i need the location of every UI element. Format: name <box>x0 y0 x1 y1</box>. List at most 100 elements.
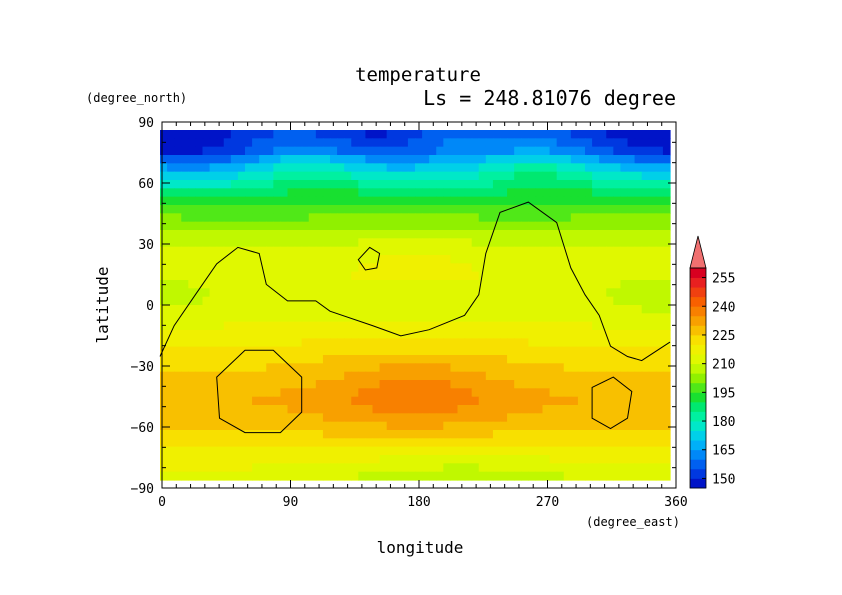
heat-cell <box>478 296 487 306</box>
heat-cell <box>464 380 473 389</box>
heat-cell <box>457 430 466 439</box>
heat-cell <box>245 371 253 381</box>
heat-cell <box>535 130 544 139</box>
heat-cell <box>351 263 359 273</box>
heat-cell <box>322 388 331 398</box>
heat-cell <box>457 238 466 248</box>
heat-cell <box>230 163 239 173</box>
topography-closed-north <box>357 246 381 271</box>
heat-cell <box>507 171 515 181</box>
heat-cell <box>294 463 303 473</box>
heat-cell <box>202 413 211 423</box>
heat-cell <box>174 455 182 464</box>
heat-cell <box>181 471 189 481</box>
heat-cell <box>599 155 607 164</box>
heat-cell <box>620 305 629 314</box>
heat-cell <box>415 380 423 389</box>
heat-cell <box>606 413 614 423</box>
heat-cell <box>266 405 274 414</box>
heat-cell <box>478 246 487 256</box>
heat-cell <box>344 388 352 398</box>
heat-cell <box>485 221 494 231</box>
heat-cell <box>167 130 175 139</box>
heat-cell <box>443 363 452 373</box>
heat-cell <box>655 255 664 264</box>
heat-cell <box>301 238 310 248</box>
heat-cell <box>393 255 402 264</box>
heat-cell <box>500 246 508 256</box>
heat-cell <box>620 463 629 473</box>
heat-cell <box>556 213 565 223</box>
heat-cell <box>202 313 211 323</box>
heat-cell <box>528 213 537 223</box>
heat-cell <box>407 455 416 464</box>
heat-cell <box>266 296 274 306</box>
heat-cell <box>174 355 182 364</box>
heat-cell <box>592 430 600 439</box>
heat-cell <box>641 188 650 198</box>
colorbar-label: 210 <box>712 358 735 373</box>
heat-cell <box>400 296 409 306</box>
heat-cell <box>500 321 508 331</box>
heat-cell <box>273 455 282 464</box>
heat-cell <box>471 163 480 173</box>
heat-cell <box>492 296 501 306</box>
heat-cell <box>570 313 579 323</box>
heat-cell <box>570 196 579 206</box>
heat-cell <box>521 280 529 289</box>
heat-cell <box>521 171 529 181</box>
y-tick-label: 30 <box>138 238 154 253</box>
heat-cell <box>195 196 204 206</box>
heat-cell <box>641 163 650 173</box>
heat-cell <box>237 238 246 248</box>
heat-cell <box>648 196 657 206</box>
heat-cell <box>542 246 551 256</box>
heat-cell <box>577 280 586 289</box>
heat-cell <box>471 355 480 364</box>
heat-cell <box>237 330 246 339</box>
heat-cell <box>485 438 494 448</box>
heat-cell <box>655 396 664 406</box>
heat-cell <box>662 313 671 323</box>
heat-cell <box>174 146 182 156</box>
heat-cell <box>613 463 622 473</box>
heat-cell <box>514 163 522 173</box>
heat-cell <box>245 163 253 173</box>
heat-cell <box>422 280 430 289</box>
heat-cell <box>415 221 423 231</box>
heat-cell <box>195 255 204 264</box>
heat-cell <box>188 413 197 423</box>
heat-cell <box>386 430 395 439</box>
heat-cell <box>443 438 452 448</box>
heat-cell <box>315 438 324 448</box>
heat-cell <box>422 230 430 239</box>
heat-cell <box>365 205 374 214</box>
heat-cell <box>443 296 452 306</box>
heat-cell <box>500 280 508 289</box>
heat-cell <box>563 430 572 439</box>
heat-cell <box>379 213 388 223</box>
heat-cell <box>230 221 239 231</box>
heat-cell <box>266 163 274 173</box>
heat-cell <box>407 246 416 256</box>
heat-cell <box>570 346 579 356</box>
heat-cell <box>485 188 494 198</box>
heat-cell <box>195 205 204 214</box>
heat-cell <box>450 280 459 289</box>
heat-cell <box>188 163 197 173</box>
heat-cell <box>372 255 381 264</box>
heat-cell <box>634 288 643 298</box>
heat-cell <box>160 438 168 448</box>
heat-cell <box>521 355 529 364</box>
heat-cell <box>280 246 289 256</box>
heat-cell <box>478 180 487 189</box>
heat-cell <box>450 196 459 206</box>
heat-cell <box>181 463 189 473</box>
heat-cell <box>500 446 508 456</box>
heat-cell <box>542 130 551 139</box>
heat-cell <box>181 238 189 248</box>
colorbar-swatch <box>690 440 706 451</box>
heat-cell <box>521 405 529 414</box>
heat-cell <box>599 213 607 223</box>
heat-cell <box>422 221 430 231</box>
